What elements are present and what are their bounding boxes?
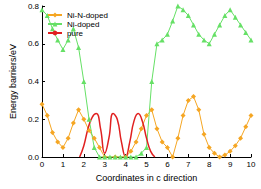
svg-text:4: 4 [123, 160, 128, 169]
svg-text:9: 9 [228, 160, 233, 169]
svg-text:Ni-doped: Ni-doped [67, 20, 99, 29]
svg-text:pure: pure [67, 29, 84, 38]
svg-text:6: 6 [165, 160, 170, 169]
svg-text:Coordinates in c direction: Coordinates in c direction [96, 173, 198, 183]
svg-text:0.0: 0.0 [28, 153, 40, 162]
svg-text:1: 1 [61, 160, 66, 169]
svg-text:5: 5 [144, 160, 149, 169]
svg-text:0.6: 0.6 [28, 39, 40, 48]
svg-text:10: 10 [247, 160, 256, 169]
svg-text:Energy barriers/eV: Energy barriers/eV [8, 44, 18, 119]
svg-text:Ni-N-doped: Ni-N-doped [67, 11, 108, 20]
svg-text:0.2: 0.2 [28, 115, 40, 124]
svg-text:7: 7 [186, 160, 191, 169]
svg-text:2: 2 [82, 160, 87, 169]
svg-text:0: 0 [40, 160, 45, 169]
svg-text:3: 3 [102, 160, 107, 169]
svg-text:0.8: 0.8 [28, 2, 40, 11]
svg-text:8: 8 [207, 160, 212, 169]
svg-text:0.4: 0.4 [28, 77, 40, 86]
